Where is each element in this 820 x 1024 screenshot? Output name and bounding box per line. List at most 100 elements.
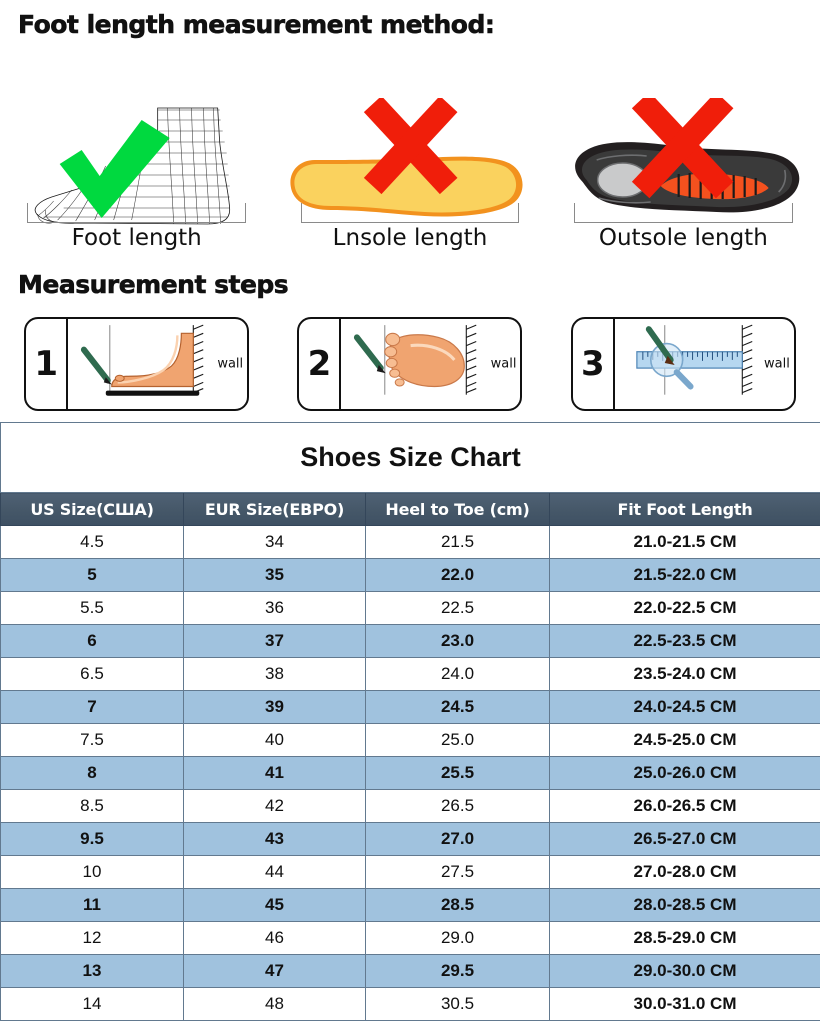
cell-heel-to-toe: 23.0 [365,624,550,658]
column-header-heel-to-toe: Heel to Toe (cm) [365,492,550,526]
cell-eur-size: 36 [183,591,366,625]
cell-fit-foot-length: 24.0-24.5 CM [549,690,820,724]
cell-heel-to-toe: 25.0 [365,723,550,757]
step-art-2: wall [341,319,520,409]
cell-heel-to-toe: 24.5 [365,690,550,724]
cell-eur-size: 44 [183,855,366,889]
table-row: 12 46 29.0 28.5-29.0 CM [0,921,820,955]
outsole-length-bracket [573,203,793,223]
red-x-icon [364,95,458,195]
table-row: 10 44 27.5 27.0-28.0 CM [0,855,820,889]
table-title: Shoes Size Chart [0,422,820,493]
cell-us-size: 9.5 [0,822,184,856]
step-card-2: 2 [297,317,523,411]
cell-eur-size: 46 [183,921,366,955]
cell-us-size: 7.5 [0,723,184,757]
cell-us-size: 14 [0,987,184,1021]
cell-heel-to-toe: 29.5 [365,954,550,988]
cell-us-size: 8.5 [0,789,184,823]
cell-us-size: 6 [0,624,184,658]
column-header-fit-foot-length: Fit Foot Length [549,492,820,526]
cell-eur-size: 35 [183,558,366,592]
cell-us-size: 6.5 [0,657,184,691]
table-row: 5 35 22.0 21.5-22.0 CM [0,558,820,592]
cell-us-size: 5.5 [0,591,184,625]
cell-heel-to-toe: 27.5 [365,855,550,889]
cell-eur-size: 45 [183,888,366,922]
cell-eur-size: 41 [183,756,366,790]
cell-fit-foot-length: 28.0-28.5 CM [549,888,820,922]
cell-us-size: 13 [0,954,184,988]
table-row: 4.5 34 21.5 21.0-21.5 CM [0,525,820,559]
step-card-3: 3 wall [570,317,796,411]
shoes-size-chart-table-wrapper: Shoes Size Chart US Size(США) EUR Size(Е… [0,422,820,1021]
table-row: 8.5 42 26.5 26.0-26.5 CM [0,789,820,823]
table-title-row: Shoes Size Chart [0,422,820,493]
compare-cell-outsole-length: Outsole length [547,48,820,253]
cell-heel-to-toe: 22.5 [365,591,550,625]
step-card-1: 1 wall [24,317,250,411]
table-row: 6 37 23.0 22.5-23.5 CM [0,624,820,658]
cell-fit-foot-length: 25.0-26.0 CM [549,756,820,790]
table-row: 11 45 28.5 28.0-28.5 CM [0,888,820,922]
cell-fit-foot-length: 21.5-22.0 CM [549,558,820,592]
column-header-us-size: US Size(США) [0,492,184,526]
cell-eur-size: 42 [183,789,366,823]
cell-heel-to-toe: 25.5 [365,756,550,790]
foot-length-bracket [27,203,246,223]
step-number-2: 2 [299,319,342,409]
insole-icon [290,95,523,217]
section-title-measurement-steps: Measurement steps [18,270,289,300]
wall-label-2: wall [490,356,517,372]
cell-eur-size: 43 [183,822,366,856]
table-header-row: US Size(США) EUR Size(ЕВРО) Heel to Toe … [0,492,820,526]
cell-us-size: 12 [0,921,184,955]
step-number-3: 3 [573,319,615,409]
table-row: 9.5 43 27.0 26.5-27.0 CM [0,822,820,856]
cell-us-size: 7 [0,690,184,724]
red-x-icon [631,91,734,199]
cell-heel-to-toe: 21.5 [365,525,550,559]
cell-us-size: 4.5 [0,525,184,559]
compare-label-foot-length: Foot length [71,225,202,251]
cell-fit-foot-length: 22.5-23.5 CM [549,624,820,658]
cell-fit-foot-length: 27.0-28.0 CM [549,855,820,889]
compare-label-insole-length: Lnsole length [332,225,488,251]
table-body: 4.5 34 21.5 21.0-21.5 CM 5 35 22.0 21.5-22.0 CM… [0,525,820,1021]
page-title-measurement-method: Foot length measurement method: [18,10,495,40]
wall-label-1: wall [217,356,244,372]
cell-fit-foot-length: 26.5-27.0 CM [549,822,820,856]
comparison-row: Foot length Lnsole length [0,48,820,253]
cell-heel-to-toe: 26.5 [365,789,550,823]
cell-eur-size: 39 [183,690,366,724]
cell-us-size: 5 [0,558,184,592]
foot-side-profile-icon [81,324,204,396]
cell-fit-foot-length: 28.5-29.0 CM [549,921,820,955]
cell-heel-to-toe: 28.5 [365,888,550,922]
table-row: 7.5 40 25.0 24.5-25.0 CM [0,723,820,757]
compare-label-outsole-length: Outsole length [598,225,768,251]
ruler-magnifier-icon [636,324,753,395]
cell-eur-size: 38 [183,657,366,691]
cell-eur-size: 34 [183,525,366,559]
cell-eur-size: 40 [183,723,366,757]
cell-fit-foot-length: 26.0-26.5 CM [549,789,820,823]
cell-us-size: 11 [0,888,184,922]
cell-heel-to-toe: 30.5 [365,987,550,1021]
table-row: 14 48 30.5 30.0-31.0 CM [0,987,820,1021]
cell-fit-foot-length: 29.0-30.0 CM [549,954,820,988]
step-art-3: wall [615,319,794,409]
table-row: 5.5 36 22.5 22.0-22.5 CM [0,591,820,625]
insole-art [273,95,546,253]
cell-heel-to-toe: 24.0 [365,657,550,691]
shoes-size-chart-table: Shoes Size Chart US Size(США) EUR Size(Е… [0,422,820,1021]
cell-fit-foot-length: 22.0-22.5 CM [549,591,820,625]
pencil-icon [354,334,387,374]
table-row: 8 41 25.5 25.0-26.0 CM [0,756,820,790]
insole-length-bracket [300,203,520,223]
cell-us-size: 8 [0,756,184,790]
outsole-art [547,91,820,253]
compare-cell-foot-length: Foot length [0,48,273,253]
table-row: 13 47 29.5 29.0-30.0 CM [0,954,820,988]
table-row: 7 39 24.5 24.0-24.5 CM [0,690,820,724]
